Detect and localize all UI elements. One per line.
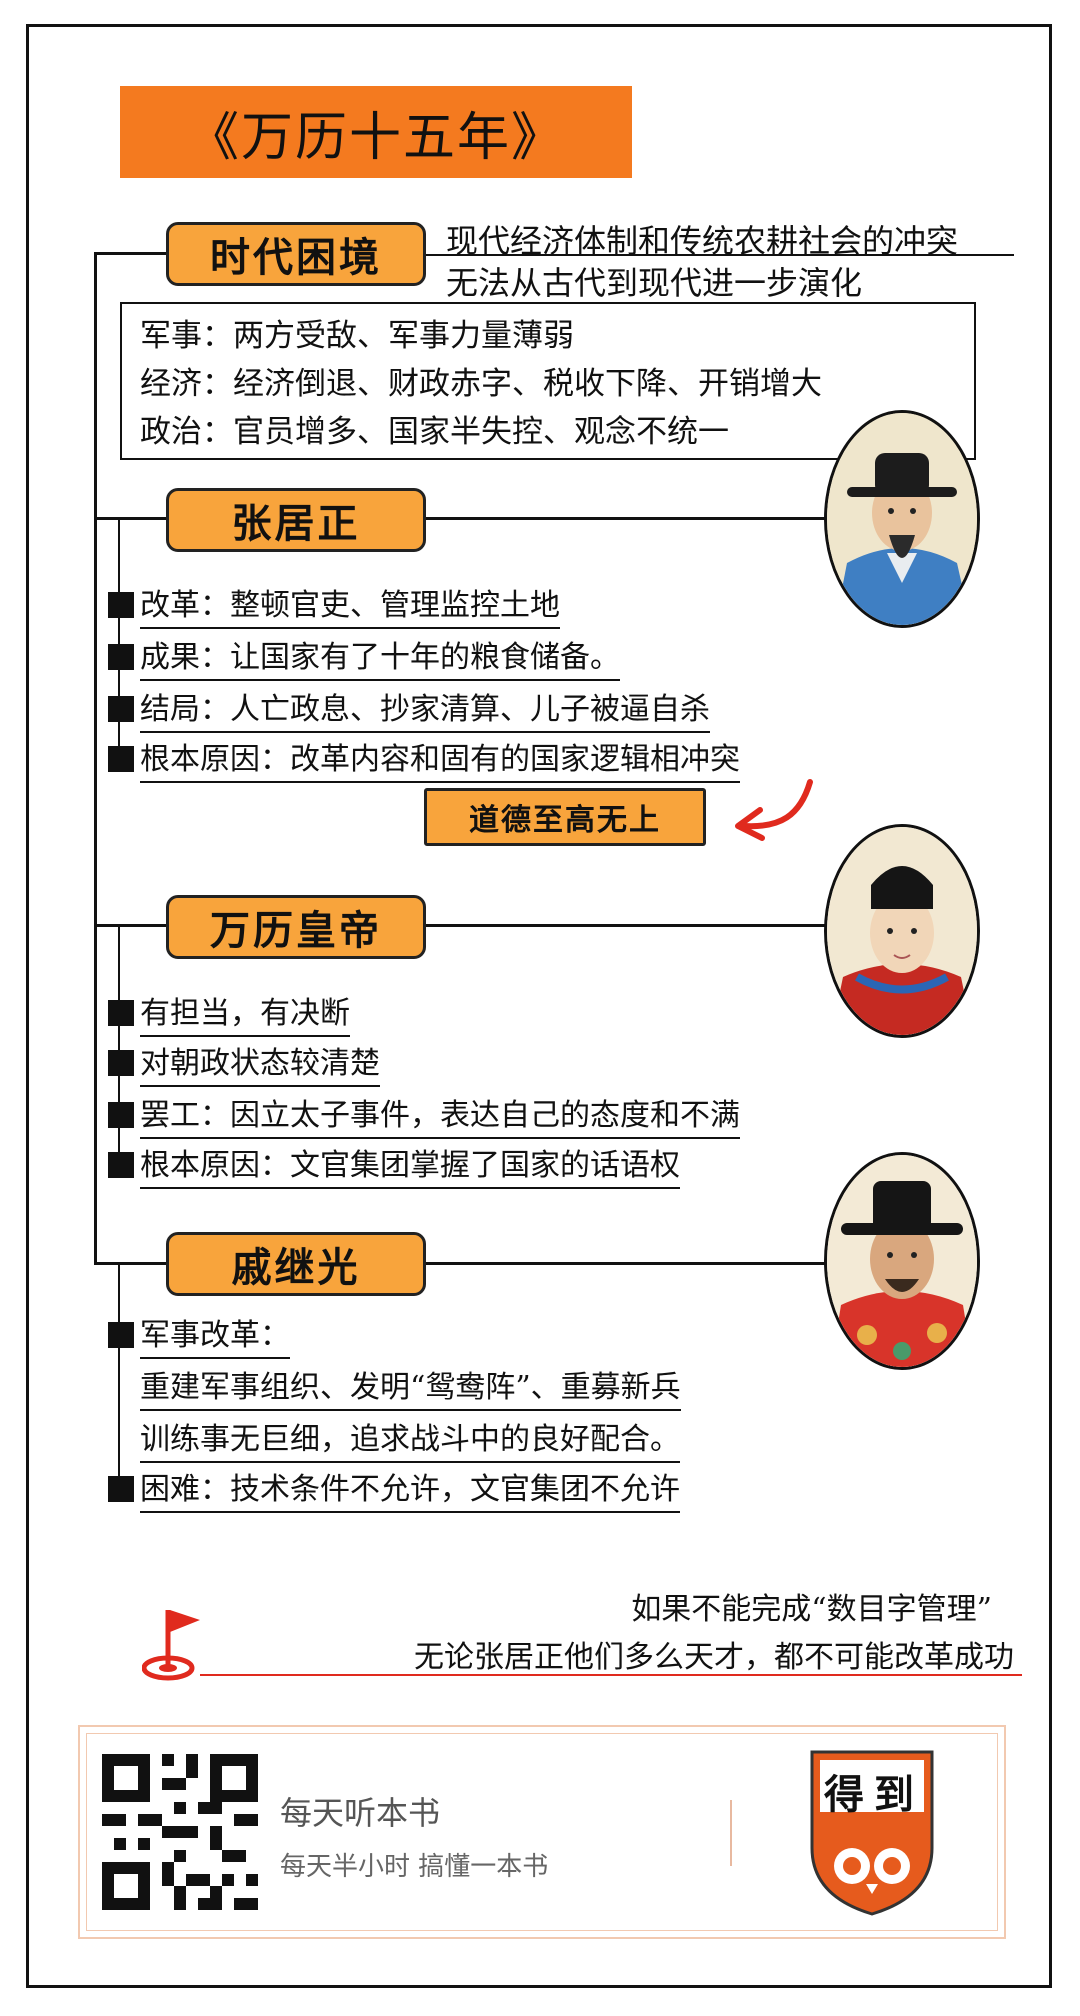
wanli-strike: 罢工：因立太子事件，表达自己的态度和不满: [140, 1090, 740, 1139]
qi-line: [426, 1262, 826, 1265]
conclusion-underline: [200, 1674, 1022, 1676]
context-military: 军事：两方受敌、军事力量薄弱: [140, 318, 574, 354]
qi-tag: 戚继光: [166, 1232, 426, 1296]
conclusion-line-1: 如果不能完成“数目字管理”: [631, 1592, 992, 1627]
zhang-bullet-3: 结局：人亡政息、抄家清算、儿子被逼自杀: [108, 684, 710, 733]
wanli-line: [426, 924, 826, 927]
page-title: 《万历十五年》: [120, 86, 632, 178]
wanli-bullet-4: 根本原因：文官集团掌握了国家的话语权: [108, 1140, 680, 1189]
logo-char-de: 得: [824, 1771, 864, 1818]
wanli-clear: 对朝政状态较清楚: [140, 1038, 380, 1087]
era-tag: 时代困境: [166, 222, 426, 286]
qr-code-icon: [102, 1754, 258, 1910]
qi-difficulty: 困难：技术条件不允许，文官集团不允许: [140, 1464, 680, 1513]
branch-qi: [94, 1262, 168, 1265]
dedao-shield-icon: [810, 1750, 934, 1916]
context-politics: 政治：官员增多、国家半失控、观念不统一: [140, 414, 729, 450]
zhang-bullet-4: 根本原因：改革内容和固有的国家逻辑相冲突: [108, 734, 740, 783]
footer-divider: [730, 1800, 732, 1866]
qi-bullet-2: 困难：技术条件不允许，文官集团不允许: [108, 1464, 680, 1513]
zhang-result: 成果：让国家有了十年的粮食储备。: [140, 632, 620, 681]
branch-era: [94, 252, 168, 255]
zhang-portrait: [824, 410, 980, 628]
morality-tag: 道德至高无上: [424, 788, 706, 846]
wanli-cause: 根本原因：文官集团掌握了国家的话语权: [140, 1140, 680, 1189]
dedao-logo: 得 到: [808, 1748, 936, 1916]
branch-wanli: [94, 924, 168, 927]
red-arrow-icon: [735, 779, 813, 841]
zhang-ending: 结局：人亡政息、抄家清算、儿子被逼自杀: [140, 684, 710, 733]
wanli-portrait: [824, 824, 980, 1038]
zhang-portrait-image: [827, 413, 977, 625]
logo-char-dao: 到: [874, 1771, 914, 1818]
qi-sub-line: [118, 1264, 120, 1494]
conclusion-line-2: 无论张居正他们多么天才，都不可能改革成功: [414, 1640, 1014, 1675]
brand-slogan: 每天半小时 搞懂一本书: [280, 1852, 549, 1882]
wanli-bullet-1: 有担当，有决断: [108, 988, 350, 1037]
context-box: 军事：两方受敌、军事力量薄弱 经济：经济倒退、财政赤字、税收下降、开销增大 政治…: [120, 302, 976, 460]
context-economy: 经济：经济倒退、财政赤字、税收下降、开销增大: [140, 366, 822, 402]
zhang-tag: 张居正: [166, 488, 426, 552]
wanli-sub-line: [118, 926, 120, 1156]
zhang-reform: 改革：整顿官吏、管理监控土地: [140, 580, 560, 629]
zhang-sub-line: [118, 520, 120, 760]
zhang-cause: 根本原因：改革内容和固有的国家逻辑相冲突: [140, 734, 740, 783]
qi-sub-1: 重建军事组织、发明“鸳鸯阵”、重募新兵: [140, 1362, 681, 1411]
qi-portrait-image: [827, 1155, 977, 1367]
brand-name: 每天听本书: [280, 1794, 441, 1832]
branch-zhang: [94, 517, 168, 520]
zhang-bullet-2: 成果：让国家有了十年的粮食储备。: [108, 632, 620, 681]
footer-card: [78, 1725, 1006, 1939]
wanli-bullet-3: 罢工：因立太子事件，表达自己的态度和不满: [108, 1090, 740, 1139]
qi-sub-2: 训练事无巨细，追求战斗中的良好配合。: [140, 1414, 680, 1463]
zhang-bullet-1: 改革：整顿官吏、管理监控土地: [108, 580, 560, 629]
zhang-line: [426, 517, 826, 520]
era-line-2: 无法从古代到现代进一步演化: [446, 264, 863, 302]
wanli-tag: 万历皇帝: [166, 895, 426, 959]
wanli-portrait-image: [827, 827, 977, 1035]
wanli-bullet-2: 对朝政状态较清楚: [108, 1038, 380, 1087]
tree-trunk: [94, 254, 97, 1264]
qi-portrait: [824, 1152, 980, 1370]
wanli-responsible: 有担当，有决断: [140, 988, 350, 1037]
era-line-1: 现代经济体制和传统农耕社会的冲突: [446, 222, 959, 260]
flag-icon: [142, 1610, 200, 1681]
era-underline: [426, 254, 1014, 256]
page-frame: [26, 24, 1052, 1988]
qi-bullet-1: 军事改革：: [108, 1310, 290, 1359]
qi-reform: 军事改革：: [140, 1310, 290, 1359]
